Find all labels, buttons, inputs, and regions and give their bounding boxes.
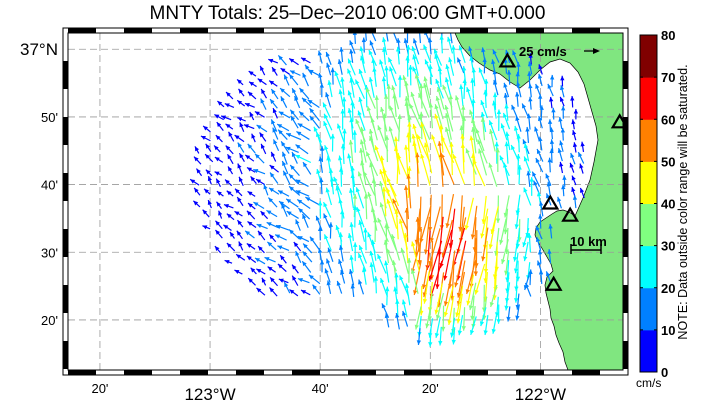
y-tick-label: 37°N <box>20 40 58 59</box>
colorbar-segment <box>640 35 657 78</box>
frame-checker <box>404 370 432 375</box>
x-tick-label: 40' <box>312 381 329 396</box>
colorbar-tick-label: 50 <box>661 154 675 169</box>
colorbar-segment <box>640 77 657 120</box>
frame-checker <box>68 370 96 375</box>
saturation-note: NOTE: Data outside color range will be s… <box>676 64 690 339</box>
colorbar-tick-label: 30 <box>661 239 675 254</box>
frame-checker <box>404 28 432 33</box>
frame-checker <box>63 341 68 369</box>
x-tick-label: 123°W <box>184 385 235 404</box>
frame-checker <box>623 229 628 257</box>
x-tick-label: 122°W <box>515 385 566 404</box>
colorbar-tick-label: 60 <box>661 112 675 127</box>
frame-checker <box>516 28 544 33</box>
frame-checker <box>180 28 208 33</box>
frame-checker <box>63 117 68 145</box>
frame-checker <box>348 370 376 375</box>
x-tick-label: 20' <box>91 381 108 396</box>
scale-arrow-label: 25 cm/s <box>519 44 567 59</box>
colorbar-segment <box>640 204 657 247</box>
frame-checker <box>572 370 600 375</box>
frame-checker <box>623 61 628 89</box>
x-tick-label: 20' <box>422 381 439 396</box>
frame-checker <box>63 285 68 313</box>
frame-checker <box>180 370 208 375</box>
colorbar-segment <box>640 288 657 331</box>
colorbar-segment <box>640 119 657 162</box>
frame-checker <box>623 341 628 369</box>
y-tick-label: 40' <box>41 178 58 193</box>
colorbar: 0 10 20 30 40 50 60 70 80 <box>640 28 675 380</box>
colorbar-tick-label: 20 <box>661 281 675 296</box>
frame-checker <box>292 28 320 33</box>
colorbar-tick-label: 70 <box>661 70 675 85</box>
colorbar-segment <box>640 330 657 373</box>
frame-checker <box>236 28 264 33</box>
frame-checker <box>68 28 96 33</box>
frame-checker <box>348 28 376 33</box>
colorbar-segment <box>640 161 657 204</box>
frame-checker <box>63 229 68 257</box>
colorbar-tick-label: 0 <box>661 365 668 380</box>
frame-checker <box>63 61 68 89</box>
frame-checker <box>623 285 628 313</box>
frame-checker <box>460 28 488 33</box>
frame-checker <box>623 173 628 201</box>
frame-checker <box>124 28 152 33</box>
frame-checker <box>623 117 628 145</box>
current-vector-head <box>391 28 395 33</box>
y-tick-label: 50' <box>41 110 58 125</box>
frame-checker <box>63 173 68 201</box>
colorbar-tick-label: 80 <box>661 28 675 43</box>
frame-checker <box>572 28 600 33</box>
colorbar-tick-label: 10 <box>661 323 675 338</box>
frame-checker <box>460 370 488 375</box>
y-tick-label: 20' <box>41 313 58 328</box>
colorbar-unit: cm/s <box>636 376 661 390</box>
frame-checker <box>236 370 264 375</box>
current-vector <box>417 153 418 187</box>
frame-checker <box>516 370 544 375</box>
map-title: MNTY Totals: 25–Dec–2010 06:00 GMT+0.000 <box>60 3 635 25</box>
colorbar-segment <box>640 246 657 289</box>
frame-checker <box>292 370 320 375</box>
colorbar-tick-label: 40 <box>661 197 675 212</box>
frame-checker <box>124 370 152 375</box>
y-tick-label: 30' <box>41 245 58 260</box>
